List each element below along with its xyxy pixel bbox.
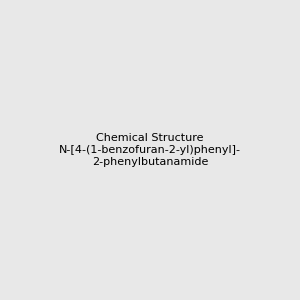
Text: Chemical Structure
N-[4-(1-benzofuran-2-yl)phenyl]-
2-phenylbutanamide: Chemical Structure N-[4-(1-benzofuran-2-…	[59, 134, 241, 166]
